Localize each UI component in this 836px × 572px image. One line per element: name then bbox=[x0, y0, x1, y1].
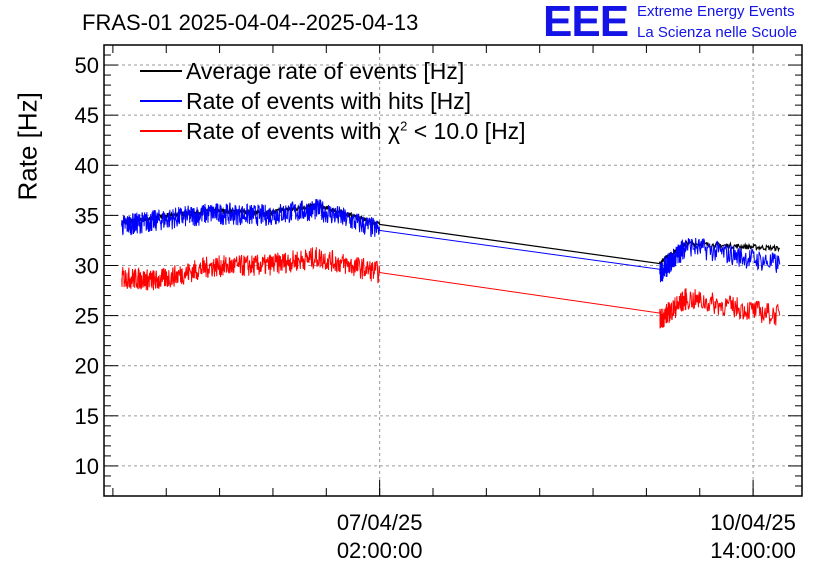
chart-title: FRAS-01 2025-04-04--2025-04-13 bbox=[82, 10, 419, 35]
y-tick-label: 10 bbox=[75, 454, 99, 479]
series-line-chi2 bbox=[121, 247, 781, 329]
legend-swatch-chi2 bbox=[140, 130, 182, 132]
y-tick-label: 20 bbox=[75, 354, 99, 379]
series-line-hits bbox=[121, 198, 781, 283]
x-tick-label-date: 07/04/25 bbox=[337, 510, 423, 535]
y-tick-label: 50 bbox=[75, 53, 99, 78]
series-layer bbox=[121, 198, 781, 329]
plot-frame bbox=[103, 44, 803, 497]
x-tick-label-date: 10/04/25 bbox=[710, 510, 796, 535]
legend-chi2-prefix: Rate of events with χ bbox=[186, 118, 401, 144]
x-tick-label-time: 14:00:00 bbox=[710, 538, 796, 563]
eee-logo-icon: EEE bbox=[543, 0, 629, 46]
y-tick-label: 25 bbox=[75, 304, 99, 329]
grid-lines bbox=[104, 45, 802, 496]
y-axis: 10 15 20 25 30 35 40 45 50 bbox=[75, 44, 802, 497]
logo-line-1: Extreme Energy Events bbox=[637, 3, 795, 20]
legend-label-chi2: Rate of events with χ2 < 10.0 [Hz] bbox=[186, 118, 526, 145]
y-tick-label: 35 bbox=[75, 203, 99, 228]
y-tick-label: 40 bbox=[75, 153, 99, 178]
legend-swatch-average bbox=[140, 70, 182, 72]
legend-label-average: Average rate of events [Hz] bbox=[186, 58, 465, 84]
legend-label-hits: Rate of events with hits [Hz] bbox=[186, 88, 472, 114]
x-tick-label-time: 02:00:00 bbox=[337, 538, 423, 563]
y-tick-label: 30 bbox=[75, 253, 99, 278]
y-tick-label: 15 bbox=[75, 404, 99, 429]
legend-chi2-suffix: < 10.0 [Hz] bbox=[407, 118, 526, 144]
x-axis: 07/04/25 02:00:00 10/04/25 14:00:00 bbox=[112, 45, 796, 563]
y-axis-label: Rate [Hz] bbox=[12, 92, 43, 201]
y-tick-label: 45 bbox=[75, 103, 99, 128]
logo-line-2: La Scienza nelle Scuole bbox=[637, 24, 798, 41]
legend-swatch-hits bbox=[140, 100, 182, 102]
legend-chi2-sup: 2 bbox=[400, 118, 408, 134]
